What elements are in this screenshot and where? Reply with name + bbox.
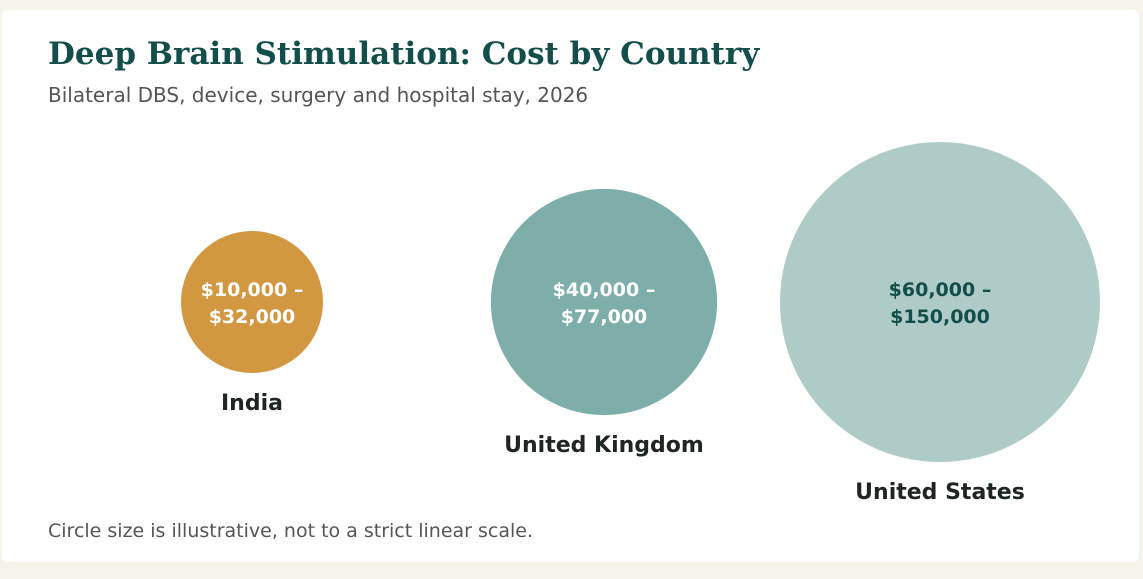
country-label-india: India: [221, 391, 283, 416]
bubble-group-united-states: $60,000 – $150,000 United States: [780, 142, 1100, 505]
bubble-range-line1-united-kingdom: $40,000 –: [553, 279, 656, 301]
bubble-group-united-kingdom: $40,000 – $77,000 United Kingdom: [490, 188, 718, 458]
country-label-united-states: United States: [855, 480, 1025, 505]
chart-footnote: Circle size is illustrative, not to a st…: [48, 520, 534, 542]
bubble-united-kingdom: [490, 188, 718, 416]
chart-card: Deep Brain Stimulation: Cost by Country …: [2, 10, 1139, 562]
chart-title: Deep Brain Stimulation: Cost by Country: [48, 36, 760, 72]
bubble-united-states: [780, 142, 1100, 462]
bubble-group-india: $10,000 – $32,000 India: [181, 231, 323, 416]
bubble-chart: $10,000 – $32,000 India $40,000 – $77,000 Uni…: [181, 142, 1100, 505]
bubble-india: [181, 231, 323, 373]
bubble-range-line2-united-states: $150,000: [890, 306, 990, 328]
bubble-range-line2-united-kingdom: $77,000: [561, 306, 648, 328]
bubble-range-line1-india: $10,000 –: [201, 279, 304, 301]
chart-subtitle: Bilateral DBS, device, surgery and hospi…: [48, 83, 589, 107]
country-label-united-kingdom: United Kingdom: [504, 433, 704, 458]
bubble-range-line2-india: $32,000: [209, 306, 296, 328]
bubble-range-line1-united-states: $60,000 –: [889, 279, 992, 301]
